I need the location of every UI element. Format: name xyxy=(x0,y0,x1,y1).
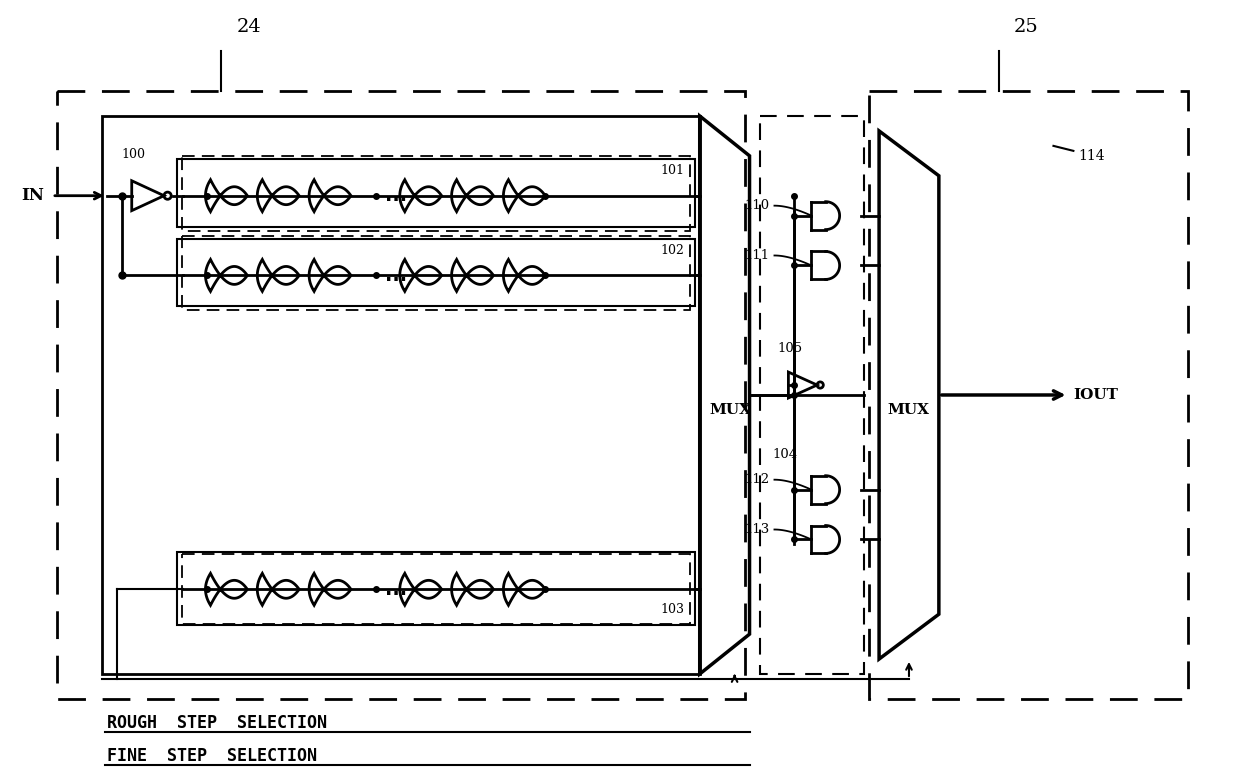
Text: ...: ... xyxy=(384,186,407,205)
Text: 100: 100 xyxy=(122,148,146,161)
Text: ROUGH  STEP  SELECTION: ROUGH STEP SELECTION xyxy=(107,714,327,731)
Text: ...: ... xyxy=(384,580,407,599)
Text: 24: 24 xyxy=(237,18,262,36)
Text: 101: 101 xyxy=(661,164,684,177)
Text: IN: IN xyxy=(21,187,45,204)
Text: 110: 110 xyxy=(744,199,770,212)
Text: 112: 112 xyxy=(744,474,770,486)
Text: 111: 111 xyxy=(744,249,770,262)
Text: 114: 114 xyxy=(1079,149,1105,163)
Text: IOUT: IOUT xyxy=(1074,388,1118,402)
Text: 104: 104 xyxy=(773,448,797,461)
Text: MUX: MUX xyxy=(709,403,751,417)
Text: 103: 103 xyxy=(661,603,684,616)
Text: 105: 105 xyxy=(777,342,802,355)
Text: 102: 102 xyxy=(661,244,684,256)
Text: 113: 113 xyxy=(744,523,770,536)
Text: FINE  STEP  SELECTION: FINE STEP SELECTION xyxy=(107,746,317,764)
Text: ...: ... xyxy=(384,266,407,285)
Text: 25: 25 xyxy=(1013,18,1038,36)
Text: MUX: MUX xyxy=(887,403,929,417)
